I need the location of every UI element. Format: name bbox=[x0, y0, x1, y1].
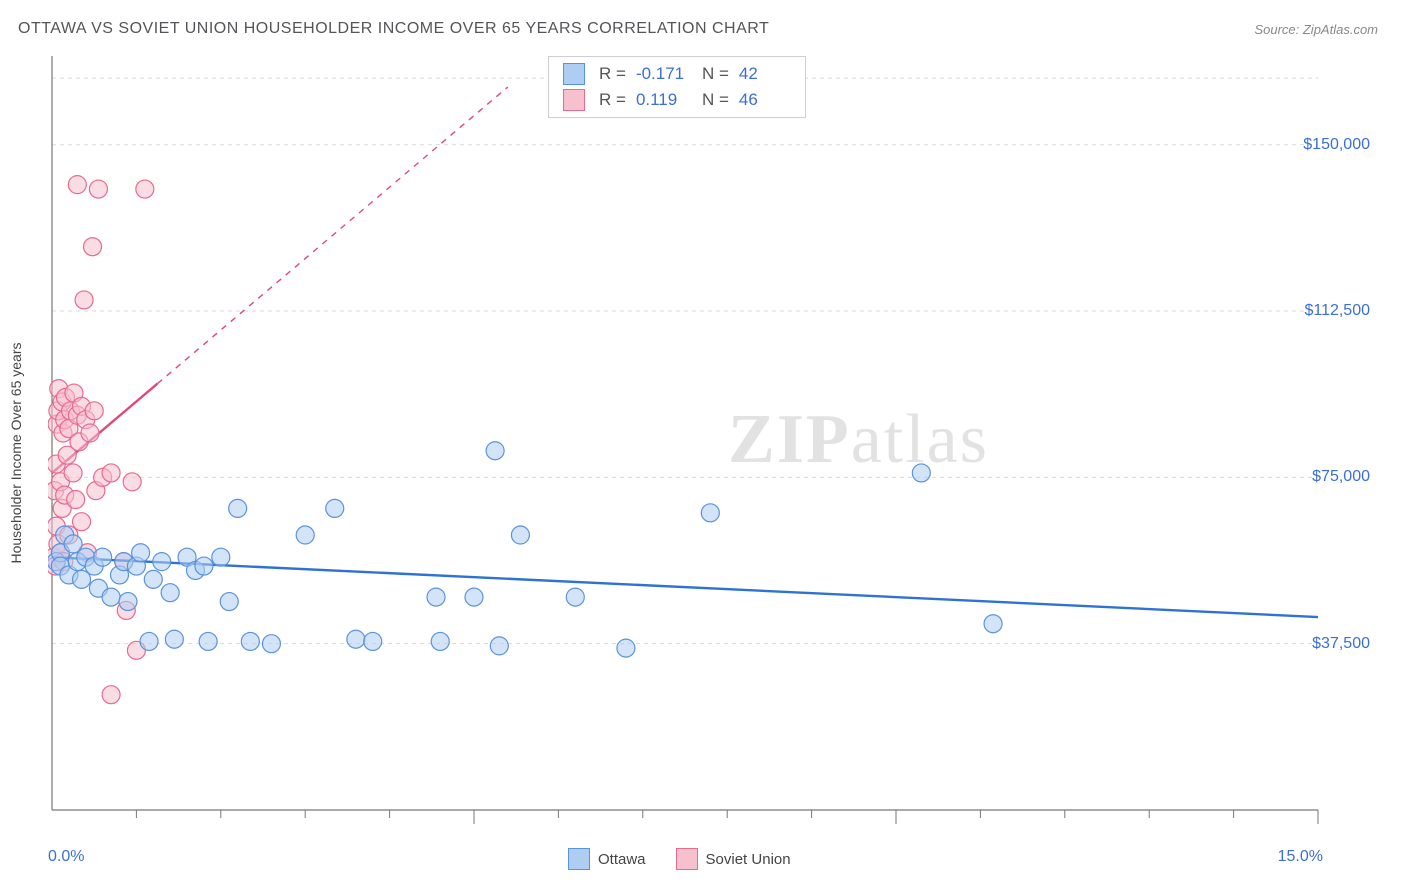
watermark-zip: ZIP bbox=[728, 401, 851, 478]
r-value: -0.171 bbox=[636, 64, 688, 84]
x-tick-end-label: 15.0% bbox=[1278, 848, 1323, 866]
y-tick-label: $75,000 bbox=[1312, 468, 1370, 486]
correlation-stats-box: R = -0.171 N = 42 R = 0.119 N = 46 bbox=[548, 56, 806, 118]
watermark-atlas: atlas bbox=[851, 401, 989, 478]
r-value: 0.119 bbox=[636, 90, 688, 110]
source-attribution: Source: ZipAtlas.com bbox=[1254, 22, 1378, 37]
legend-item: Ottawa bbox=[568, 848, 646, 870]
y-tick-label: $37,500 bbox=[1312, 635, 1370, 653]
n-value: 46 bbox=[739, 90, 791, 110]
chart-title: OTTAWA VS SOVIET UNION HOUSEHOLDER INCOM… bbox=[18, 20, 769, 38]
series-swatch bbox=[563, 63, 585, 85]
y-tick-label: $150,000 bbox=[1303, 136, 1370, 154]
y-tick-label: $112,500 bbox=[1304, 302, 1370, 320]
chart-container: Householder Income Over 65 years ZIPatla… bbox=[48, 50, 1378, 840]
chart-legend: Ottawa Soviet Union bbox=[568, 848, 791, 870]
watermark: ZIPatlas bbox=[728, 400, 989, 480]
x-tick-start-label: 0.0% bbox=[48, 848, 84, 866]
scatter-chart bbox=[48, 50, 1378, 840]
legend-label: Soviet Union bbox=[706, 851, 791, 868]
r-label: R = bbox=[599, 64, 626, 84]
n-label: N = bbox=[702, 90, 729, 110]
legend-swatch bbox=[676, 848, 698, 870]
stats-row: R = 0.119 N = 46 bbox=[549, 87, 805, 113]
n-value: 42 bbox=[739, 64, 791, 84]
legend-label: Ottawa bbox=[598, 851, 646, 868]
y-axis-label: Householder Income Over 65 years bbox=[8, 343, 24, 564]
r-label: R = bbox=[599, 90, 626, 110]
stats-row: R = -0.171 N = 42 bbox=[549, 61, 805, 87]
n-label: N = bbox=[702, 64, 729, 84]
legend-item: Soviet Union bbox=[676, 848, 791, 870]
legend-swatch bbox=[568, 848, 590, 870]
series-swatch bbox=[563, 89, 585, 111]
